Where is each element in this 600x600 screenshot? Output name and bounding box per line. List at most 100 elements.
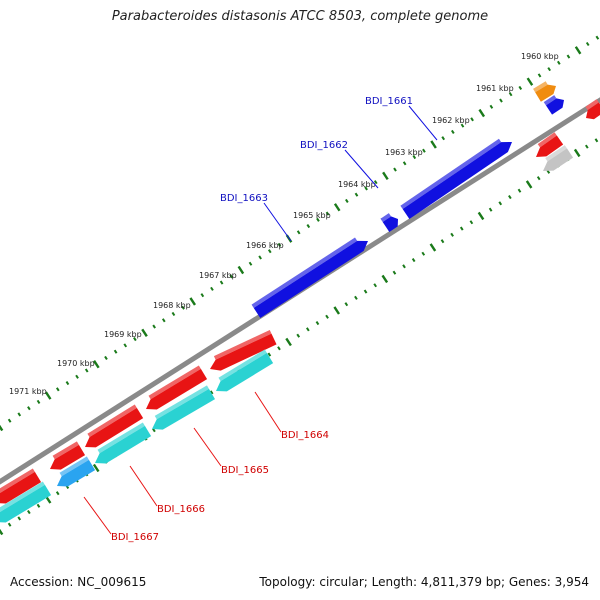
tick-mark [285, 337, 292, 347]
tick-mark [441, 136, 446, 141]
tick-mark [306, 327, 310, 332]
tick-mark [296, 333, 301, 338]
tick-mark [123, 343, 128, 348]
tick-mark [44, 391, 52, 400]
tick-mark [537, 73, 542, 78]
tick-mark [345, 198, 349, 204]
tick-mark [316, 217, 320, 222]
tick-mark [229, 274, 234, 279]
gene-red-b [146, 365, 208, 410]
gene-bdi-1667-cyan [0, 481, 52, 523]
tick-mark [161, 318, 166, 323]
tick-mark [237, 265, 245, 275]
gene-tracks [0, 81, 600, 523]
tick-mark [181, 305, 185, 310]
gene-orange [533, 81, 556, 102]
tick-mark [489, 104, 494, 109]
tick-mark [258, 255, 262, 260]
tick-mark [141, 328, 148, 337]
tick-mark [574, 46, 582, 55]
tick-mark [200, 293, 205, 298]
ruler-label: 1965 kbp [293, 211, 331, 220]
gene-bdi-1661 [400, 138, 512, 219]
tick-mark [219, 280, 224, 285]
ruler-label: 1964 kbp [338, 180, 376, 189]
genome-summary-text: Topology: circular; Length: 4,811,379 bp… [259, 575, 589, 589]
gene-label: BDI_1664 [281, 430, 329, 441]
tick-mark [17, 516, 22, 521]
ruler-label: 1966 kbp [246, 241, 284, 250]
tick-mark [306, 224, 311, 229]
inner-tick-ring [0, 138, 599, 536]
map-title: Parabacteroides distasonis ATCC 8503, co… [111, 9, 489, 24]
tick-mark [0, 424, 4, 432]
ruler-label: 1971 kbp [9, 387, 47, 396]
tick-mark [411, 257, 416, 263]
tick-mark [36, 399, 41, 404]
tick-mark [325, 211, 330, 216]
tick-mark [460, 123, 465, 128]
gene-bdi-1665 [95, 422, 152, 464]
tick-mark [92, 463, 100, 473]
tick-mark [451, 129, 455, 134]
tick-mark [459, 226, 464, 231]
tick-mark [499, 98, 503, 103]
gene-label-leader [254, 391, 282, 433]
tick-mark [498, 201, 503, 206]
tick-mark [171, 311, 176, 317]
tick-mark [595, 35, 600, 40]
tick-mark [477, 211, 485, 221]
tick-mark [84, 368, 89, 373]
ruler-label: 1962 kbp [432, 116, 470, 125]
tick-mark [152, 428, 156, 433]
tick-mark [526, 77, 534, 86]
tick-mark [113, 349, 118, 354]
gene-forward-edge [543, 95, 564, 115]
gene-red-small [50, 441, 86, 470]
ruler-label: 1961 kbp [476, 84, 514, 93]
tick-mark [412, 154, 417, 160]
tick-mark [488, 207, 493, 212]
tick-mark [478, 108, 486, 118]
tick-mark [325, 314, 329, 319]
tick-mark [469, 220, 474, 225]
tick-mark [267, 352, 272, 357]
gene-grey [543, 145, 574, 171]
ruler-label: 1970 kbp [57, 359, 95, 368]
tick-mark [17, 412, 22, 417]
gene-bdi-1662 [380, 213, 398, 232]
tick-mark [525, 180, 533, 189]
gene-labels: BDI_1661 BDI_1662 BDI_1663 BDI_1664 BDI_1665… [83, 96, 438, 543]
tick-mark [381, 274, 389, 284]
gene-label: BDI_1663 [220, 193, 268, 204]
tick-mark [402, 264, 406, 269]
ruler-label: 1963 kbp [385, 148, 423, 157]
tick-mark [267, 249, 272, 254]
tick-mark [430, 140, 437, 149]
tick-mark [333, 306, 341, 315]
tick-mark [585, 41, 590, 47]
tick-mark [152, 324, 156, 329]
tick-mark [27, 510, 31, 515]
gene-label-leader [344, 149, 379, 189]
tick-mark [429, 243, 437, 252]
gene-bdi-1663 [251, 237, 368, 319]
tick-mark [508, 92, 513, 97]
tick-mark [373, 283, 378, 288]
gene-red-c [210, 329, 277, 371]
tick-mark [93, 360, 100, 369]
tick-mark [65, 380, 70, 386]
ruler-label: 1969 kbp [104, 330, 142, 339]
outer-tick-ring [0, 35, 600, 432]
tick-mark [363, 289, 368, 294]
tick-mark [36, 503, 41, 508]
tick-mark [344, 302, 349, 307]
tick-mark [104, 355, 108, 360]
tick-mark [209, 390, 214, 395]
gene-label: BDI_1666 [157, 504, 205, 515]
gene-label-leader [129, 465, 158, 507]
tick-mark [422, 148, 426, 153]
tick-mark [333, 203, 341, 212]
tick-mark [55, 387, 60, 392]
